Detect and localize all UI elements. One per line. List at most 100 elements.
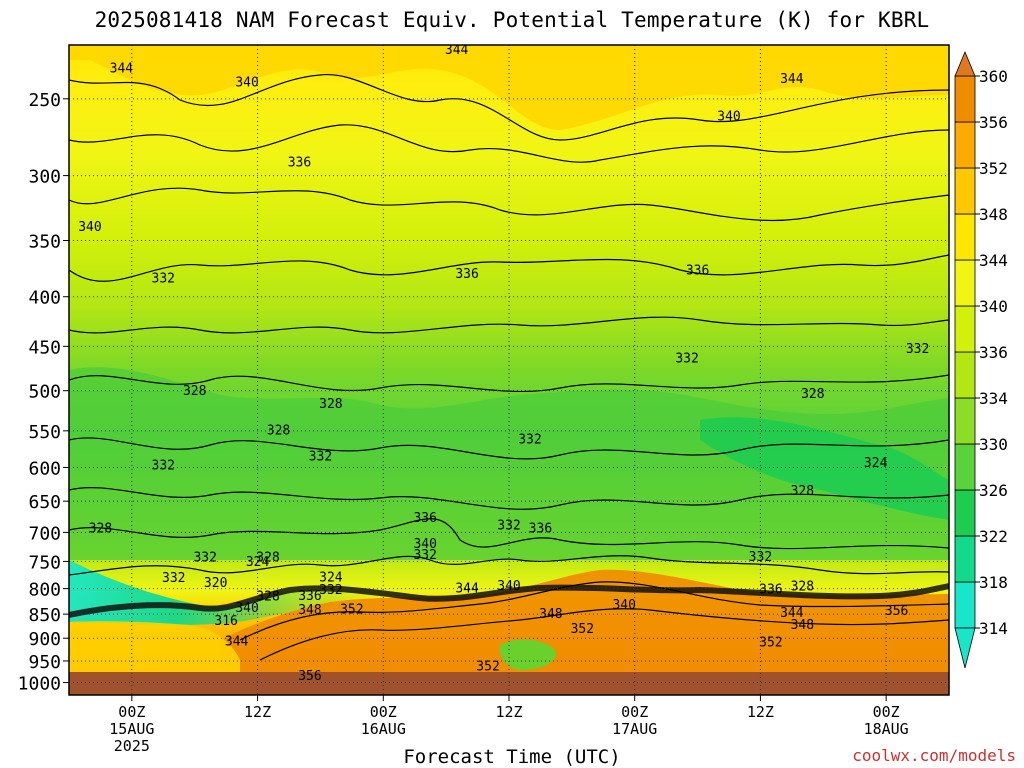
y-tick-label: 900: [28, 629, 61, 650]
contour-label: 352: [759, 635, 782, 650]
contour-label: 352: [340, 603, 363, 618]
colorbar-label: 330: [979, 435, 1008, 454]
contour-label: 336: [529, 522, 552, 537]
y-tick-label: 300: [28, 167, 61, 188]
y-tick-label: 750: [28, 552, 61, 573]
x-tick-label: 00Z: [118, 703, 145, 721]
contour-label: 324: [246, 555, 270, 570]
contour-label: 336: [413, 511, 436, 526]
y-tick-label: 950: [28, 652, 61, 673]
colorbar-swatch: [954, 581, 976, 629]
contour-label: 332: [906, 342, 929, 357]
contour-label: 340: [717, 109, 740, 124]
colorbar-swatch: [954, 121, 976, 169]
colorbar-swatch: [954, 213, 976, 261]
contour-label: 320: [204, 576, 227, 591]
colorbar: 314 318 322 326 330 334 336 340 344 348 352 356 360: [954, 50, 1008, 669]
green-cell-lowlevel: [499, 639, 556, 670]
colorbar-label: 314: [979, 619, 1008, 638]
contour-label: 332: [152, 271, 175, 286]
colorbar-label: 340: [979, 297, 1008, 316]
contour-label: 328: [267, 423, 290, 438]
x-tick-label: 15AUG: [109, 720, 154, 738]
x-tick-label: 12Z: [747, 703, 774, 721]
x-tick-label: 00Z: [873, 703, 900, 721]
contour-label: 348: [539, 607, 562, 622]
cool-layer-right: [700, 417, 949, 520]
y-tick-label: 350: [28, 232, 61, 253]
colorbar-swatch: [954, 305, 976, 353]
y-tick-label: 1000: [18, 674, 61, 695]
contour-label: 340: [235, 76, 258, 91]
lowlevel-warm-left: [69, 621, 240, 672]
contour-label: 332: [309, 449, 332, 464]
contour-label: 328: [89, 522, 112, 537]
y-tick-label: 450: [28, 337, 61, 358]
contour-label: 336: [298, 589, 321, 604]
contour-label: 352: [476, 659, 499, 674]
credit-text: coolwx.com/models: [852, 746, 1016, 765]
colorbar-swatch: [954, 397, 976, 445]
x-tick-label: 12Z: [244, 703, 271, 721]
contour-label: 344: [225, 635, 249, 650]
contour-label: 336: [686, 264, 709, 279]
x-tick-label: 00Z: [370, 703, 397, 721]
gridlines: [69, 45, 949, 695]
y-tick-label: 700: [28, 523, 61, 544]
below-ground-fill: [69, 672, 949, 695]
colorbar-swatch: [954, 75, 976, 123]
colorbar-swatch: [954, 535, 976, 583]
contour-label: 348: [791, 618, 814, 633]
inversion-line: [69, 583, 949, 618]
y-tick-label: 650: [28, 492, 61, 513]
colorbar-label: 322: [979, 527, 1008, 546]
contour-label: 316: [214, 614, 237, 629]
colorbar-label: 348: [979, 205, 1008, 224]
contour-label: 328: [319, 397, 342, 412]
x-tick-label: 16AUG: [361, 720, 406, 738]
contour-label: 332: [152, 459, 175, 474]
y-tick-label: 500: [28, 382, 61, 403]
colorbar-label: 352: [979, 159, 1008, 178]
y-axis: 250 300 350 400 450 500 550 600 650 700 750 800 850 9…: [18, 90, 69, 695]
x-tick-label: 18AUG: [864, 720, 909, 738]
contour-label: 340: [235, 601, 258, 616]
x-tick-label: 00Z: [621, 703, 648, 721]
contour-label: 344: [445, 43, 469, 58]
contour-label: 340: [413, 537, 436, 552]
contour-label: 332: [319, 583, 342, 598]
x-axis-label: Forecast Time (UTC): [403, 746, 621, 768]
contour-label: 332: [193, 550, 216, 565]
y-tick-label: 400: [28, 288, 61, 309]
contour-label: 328: [791, 484, 814, 499]
colorbar-label: 360: [979, 67, 1008, 86]
contour-label: 328: [801, 387, 824, 402]
midlevel-green-region: [69, 367, 949, 560]
contour-label: 352: [571, 622, 594, 637]
contour-label: 332: [413, 548, 436, 563]
upper-warm-region: [69, 45, 949, 130]
contour-label: 344: [455, 582, 479, 597]
colorbar-top-arrow: [954, 50, 976, 77]
contour-label: 332: [675, 351, 698, 366]
colorbar-swatch: [954, 443, 976, 491]
y-tick-label: 850: [28, 605, 61, 626]
contour-label: 324: [864, 456, 888, 471]
contour-label: 328: [183, 384, 206, 399]
colorbar-label: 336: [979, 343, 1008, 362]
y-tick-label: 250: [28, 90, 61, 111]
contour-label: 356: [885, 604, 908, 619]
y-tick-label: 800: [28, 580, 61, 601]
contour-label: 348: [298, 603, 321, 618]
contour-label: 336: [455, 267, 478, 282]
colorbar-swatch: [954, 489, 976, 537]
colorbar-swatch: [954, 167, 976, 215]
x-tick-label: 12Z: [495, 703, 522, 721]
contour-label: 340: [497, 579, 520, 594]
x-tick-label: 17AUG: [612, 720, 657, 738]
y-tick-label: 550: [28, 422, 61, 443]
colorbar-label: 326: [979, 481, 1008, 500]
contour-label: 356: [298, 669, 321, 684]
contour-label: 344: [780, 72, 804, 87]
